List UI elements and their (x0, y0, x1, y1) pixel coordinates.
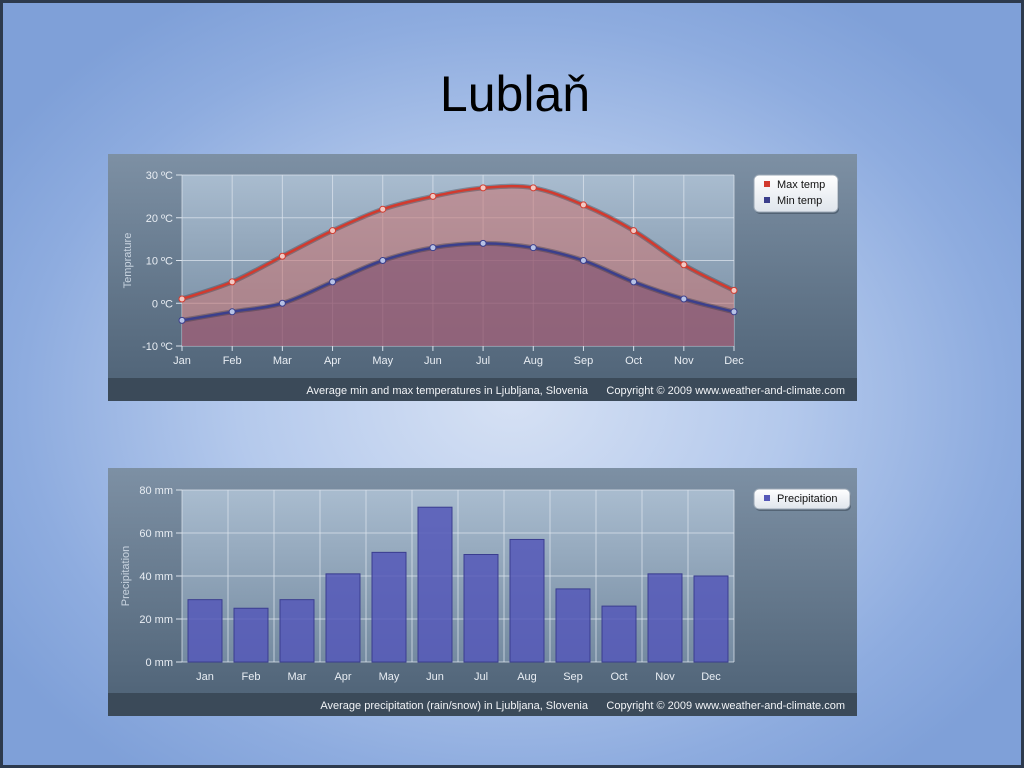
y-tick-label: -10 ºC (142, 341, 173, 353)
x-tick-label: Feb (242, 671, 261, 683)
y-tick-label: 80 mm (139, 485, 173, 497)
slide-title: Lublaň (439, 66, 591, 122)
bar-dec (693, 575, 729, 663)
bar-oct (601, 605, 637, 663)
y-tick-label: 60 mm (139, 528, 173, 540)
x-tick-label: Aug (523, 355, 543, 367)
temperature-chart-svg: Average min and max temperatures in Ljub… (108, 154, 857, 401)
x-tick-label: Mar (273, 355, 292, 367)
bar-nov (647, 573, 683, 663)
chart-caption: Average precipitation (rain/snow) in Lju… (320, 700, 589, 712)
legend-label: Precipitation (777, 493, 838, 505)
bar-sep (555, 588, 591, 663)
legend: Max temp Min temp (753, 174, 839, 214)
data-point-max-jan (178, 295, 186, 303)
data-point-min-oct (630, 278, 638, 286)
x-tick-label: Nov (674, 355, 694, 367)
legend-box (753, 488, 851, 510)
x-tick-label: Jun (424, 355, 442, 367)
x-tick-label: Mar (288, 671, 307, 683)
x-tick-label: Feb (223, 355, 242, 367)
precipitation-chart: Average precipitation (rain/snow) in Lju… (108, 468, 857, 716)
temperature-chart: Average min and max temperatures in Ljub… (108, 154, 857, 401)
data-point-min-feb (228, 308, 236, 316)
data-point-min-sep (579, 257, 587, 264)
x-tick-label: Dec (701, 671, 721, 683)
data-point-max-jul (479, 184, 487, 192)
data-point-min-jun (429, 244, 437, 252)
series-line-min-temp (181, 242, 735, 322)
x-tick-label: Apr (324, 355, 341, 367)
x-tick-label: Oct (625, 355, 642, 367)
data-point-max-aug (529, 184, 537, 192)
data-point-max-mar (278, 252, 286, 260)
x-tick-label: Sep (574, 355, 594, 367)
y-tick-label: 20 ºC (146, 213, 173, 225)
x-tick-label: Oct (610, 671, 627, 683)
bar-apr (325, 573, 361, 663)
series-line-max-temp (181, 184, 735, 301)
legend-label: Min temp (777, 195, 822, 207)
data-point-max-feb (228, 278, 236, 286)
y-tick-label: 40 mm (139, 571, 173, 583)
y-axis-title: Precipitation (120, 546, 132, 607)
data-point-min-nov (680, 295, 688, 303)
chart-copyright: Copyright © 2009 www.weather-and-climate… (606, 385, 845, 397)
legend-box (753, 174, 839, 213)
data-point-min-may (379, 257, 387, 264)
x-tick-label: Jul (474, 671, 488, 683)
x-tick-label: May (372, 355, 393, 367)
x-tick-label: Nov (655, 671, 675, 683)
legend-swatch (764, 181, 770, 187)
legend-swatch (764, 197, 770, 203)
x-tick-label: Sep (563, 671, 583, 683)
legend-swatch (764, 495, 770, 501)
data-point-min-jul (479, 239, 487, 247)
x-tick-label: Aug (517, 671, 537, 683)
legend: Precipitation (753, 488, 851, 511)
x-tick-label: Jul (476, 355, 490, 367)
data-point-max-sep (579, 201, 587, 209)
data-point-min-jan (178, 316, 186, 324)
caption-bar (108, 378, 857, 401)
data-point-min-dec (730, 308, 738, 316)
y-tick-label: 20 mm (139, 614, 173, 626)
bar-jun (417, 506, 453, 663)
x-tick-label: May (379, 671, 400, 683)
x-tick-label: Jan (173, 355, 191, 367)
x-tick-label: Jun (426, 671, 444, 683)
data-point-min-apr (329, 278, 337, 286)
bar-mar (279, 599, 315, 663)
bar-jan (187, 599, 223, 663)
bar-aug (509, 538, 545, 663)
caption-bar (108, 693, 857, 716)
y-tick-label: 10 ºC (146, 256, 173, 268)
data-point-max-apr (329, 227, 337, 235)
data-point-min-mar (278, 299, 286, 307)
data-point-max-dec (730, 286, 738, 294)
data-point-max-oct (630, 227, 638, 235)
chart-copyright: Copyright © 2009 www.weather-and-climate… (606, 700, 845, 712)
y-tick-label: 0 mm (146, 657, 174, 669)
bar-jul (463, 554, 499, 663)
y-axis-title: Temprature (122, 233, 134, 289)
data-point-max-jun (429, 192, 437, 200)
y-tick-label: 0 ºC (152, 298, 173, 310)
data-point-max-may (379, 205, 387, 213)
area-min-temp (182, 243, 734, 346)
precipitation-chart-svg: Average precipitation (rain/snow) in Lju… (108, 468, 857, 716)
x-tick-label: Apr (334, 671, 351, 683)
chart-caption: Average min and max temperatures in Ljub… (306, 385, 589, 397)
x-tick-label: Dec (724, 355, 744, 367)
bar-feb (233, 607, 269, 663)
data-point-min-aug (529, 244, 537, 252)
legend-label: Max temp (777, 179, 825, 191)
y-tick-label: 30 ºC (146, 170, 173, 182)
data-point-max-nov (680, 261, 688, 269)
bar-may (371, 551, 407, 663)
x-tick-label: Jan (196, 671, 214, 683)
